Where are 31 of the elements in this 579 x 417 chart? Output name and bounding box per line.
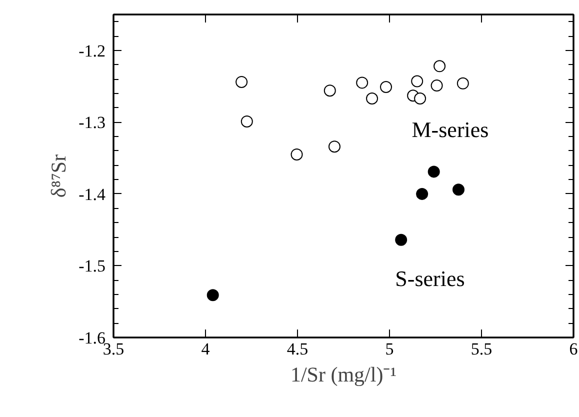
x-tick-label: 6 xyxy=(569,340,578,358)
point xyxy=(356,76,368,89)
point xyxy=(456,77,469,90)
point xyxy=(328,140,340,153)
point xyxy=(428,166,440,178)
point xyxy=(240,115,253,128)
series-label: S-series xyxy=(395,266,465,292)
point xyxy=(452,184,464,196)
point xyxy=(416,188,428,200)
x-axis-title: 1/Sr (mg/l)⁻¹ xyxy=(290,362,397,386)
point xyxy=(430,80,443,92)
x-tick-label: 4 xyxy=(201,340,210,358)
point xyxy=(366,92,378,104)
y-tick-label: -1.4 xyxy=(78,184,106,204)
y-axis-title: δ⁸⁷Sr xyxy=(46,154,71,198)
point xyxy=(324,84,336,97)
y-tick-label: -1.2 xyxy=(78,41,106,60)
x-tick-label: 4.5 xyxy=(286,340,308,358)
y-tick-label: -1.3 xyxy=(78,113,106,132)
point xyxy=(395,234,408,246)
y-tick-label: -1.5 xyxy=(78,256,106,276)
point xyxy=(380,81,392,93)
point xyxy=(434,60,446,72)
point xyxy=(414,92,426,104)
point xyxy=(206,289,219,302)
x-tick-label: 5.5 xyxy=(470,340,492,358)
series-label: M-series xyxy=(412,116,489,142)
point xyxy=(236,76,248,88)
point xyxy=(411,75,424,88)
point xyxy=(290,148,303,160)
x-tick-label: 5 xyxy=(385,340,394,358)
